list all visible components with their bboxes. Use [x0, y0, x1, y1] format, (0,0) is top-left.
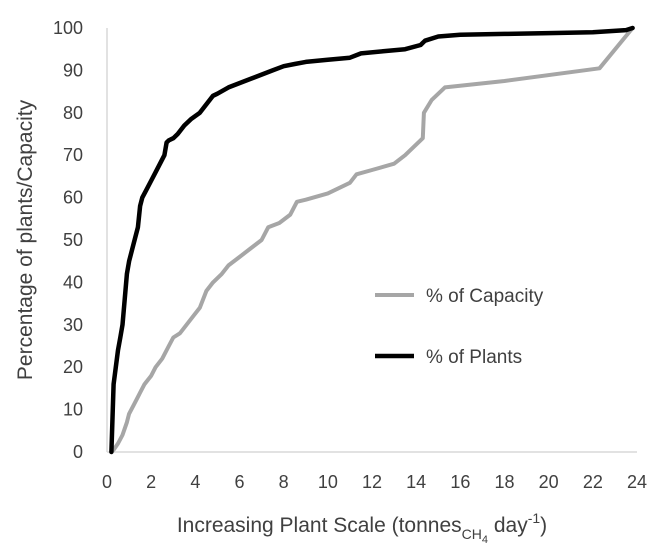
y-tick-label: 90 [63, 60, 83, 80]
x-tick-label: 6 [234, 472, 244, 492]
x-tick-label: 18 [494, 472, 514, 492]
x-tick-label: 0 [102, 472, 112, 492]
x-tick-label: 14 [406, 472, 426, 492]
y-tick-labels: 0 10 20 30 40 50 60 70 80 90 100 [53, 18, 83, 462]
y-tick-label: 80 [63, 103, 83, 123]
x-tick-label: 22 [583, 472, 603, 492]
legend-label: % of Capacity [426, 286, 544, 307]
x-tick-label: 4 [190, 472, 200, 492]
y-axis-title: Percentage of plants/Capacity [14, 99, 37, 380]
x-tick-label: 8 [279, 472, 289, 492]
y-tick-label: 60 [63, 188, 83, 208]
y-tick-label: 0 [73, 442, 83, 462]
x-tick-labels: 0 2 4 6 8 10 12 14 16 18 20 22 24 [102, 472, 647, 492]
y-tick-label: 100 [53, 18, 83, 38]
y-tick-label: 30 [63, 315, 83, 335]
legend: % of Capacity % of Plants [375, 286, 544, 368]
x-tick-label: 12 [362, 472, 382, 492]
x-tick-label: 2 [146, 472, 156, 492]
series-line-capacity [111, 26, 635, 452]
x-tick-label: 20 [539, 472, 559, 492]
y-tick-label: 50 [63, 230, 83, 250]
x-tick-label: 24 [627, 472, 647, 492]
y-tick-label: 40 [63, 272, 83, 292]
series-lines [109, 25, 635, 455]
y-tick-label: 70 [63, 145, 83, 165]
series-line-plants [109, 25, 635, 455]
chart-axes [106, 28, 637, 453]
legend-label: % of Plants [426, 347, 522, 368]
axis-titles: Percentage of plants/Capacity Increasing … [14, 99, 547, 546]
y-tick-label: 20 [63, 357, 83, 377]
x-tick-label: 16 [450, 472, 470, 492]
x-axis-title: Increasing Plant Scale (tonnesCH4 day-1) [177, 510, 547, 546]
x-tick-label: 10 [318, 472, 338, 492]
y-tick-label: 10 [63, 400, 83, 420]
